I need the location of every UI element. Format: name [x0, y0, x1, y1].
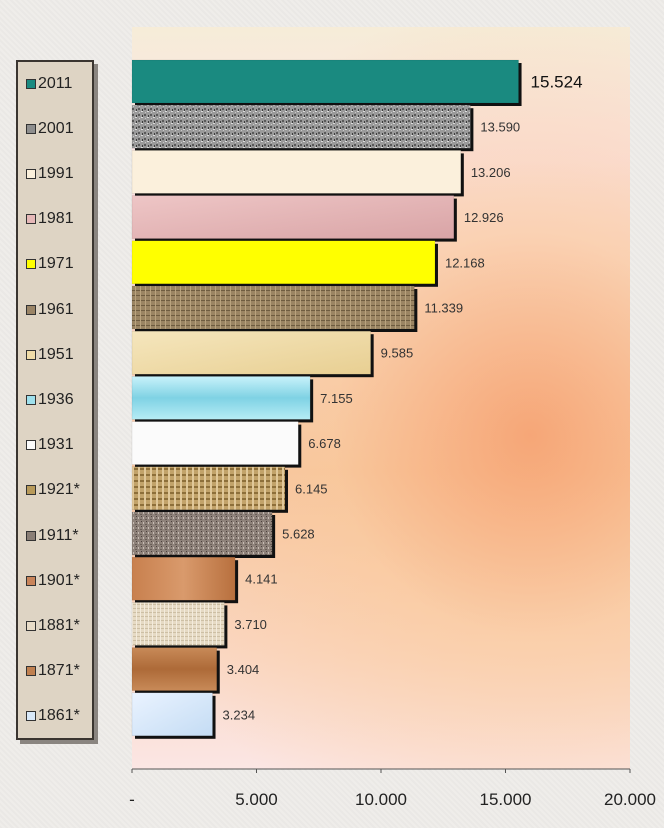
legend-label: 1921* — [38, 481, 80, 499]
legend-label: 1871* — [38, 662, 80, 680]
bar-1961 — [131, 285, 415, 330]
legend-item: 1936 — [26, 389, 74, 411]
bar-1901-star — [131, 556, 236, 601]
value-label: 3.710 — [234, 617, 267, 632]
legend-item: 1971 — [26, 253, 74, 275]
legend-label: 1881* — [38, 616, 80, 634]
value-label: 5.628 — [282, 527, 315, 542]
legend-item: 2011 — [26, 73, 72, 95]
bar-1991 — [131, 150, 462, 194]
legend-label: 1981 — [38, 210, 74, 228]
legend-swatch — [26, 304, 36, 315]
legend-item: 1981 — [26, 208, 74, 230]
value-labels: 15.524 13.590 13.206 12.926 12.168 11.339 9.58… — [223, 73, 583, 723]
legend-item: 1931 — [26, 434, 74, 456]
bar-1951 — [131, 330, 371, 375]
value-label: 9.585 — [381, 346, 414, 361]
bar-1881-star — [131, 602, 225, 646]
value-label: 6.145 — [295, 481, 328, 496]
legend-swatch — [26, 214, 36, 225]
legend-label: 2001 — [38, 119, 74, 137]
value-label: 11.339 — [424, 301, 463, 316]
bar-1911-star — [131, 511, 273, 556]
legend-swatch — [26, 259, 36, 270]
legend-item: 1871* — [26, 660, 80, 682]
legend-label: 1931 — [38, 436, 74, 454]
legend-swatch — [26, 485, 36, 496]
bar-1861-star — [131, 692, 213, 737]
legend-label: 1861* — [38, 707, 80, 725]
legend-item: 1961 — [26, 299, 74, 321]
legend-label: 1901* — [38, 571, 80, 589]
legend-item: 1991 — [26, 163, 74, 185]
legend-swatch — [26, 666, 36, 677]
legend-swatch — [26, 620, 36, 631]
legend-label: 1971 — [38, 255, 74, 273]
legend-swatch — [26, 168, 36, 179]
bar-1971 — [131, 240, 436, 285]
x-tick-label: 20.000 — [604, 790, 656, 809]
legend-swatch — [26, 349, 36, 360]
legend-swatch — [26, 575, 36, 586]
legend-item: 1911* — [26, 525, 79, 547]
legend-label: 1936 — [38, 390, 74, 408]
legend-item: 1901* — [26, 570, 80, 592]
legend-swatch — [26, 394, 36, 405]
value-label: 6.678 — [308, 436, 341, 451]
x-tick-label: 5.000 — [235, 790, 278, 809]
value-label: 7.155 — [320, 391, 353, 406]
legend-label: 1991 — [38, 164, 74, 182]
bar-1931 — [131, 421, 299, 465]
bar-2001 — [131, 104, 471, 149]
legend-item: 1881* — [26, 615, 80, 637]
value-label: 15.524 — [531, 73, 583, 92]
legend-label: 1951 — [38, 345, 74, 363]
bar-1921-star — [131, 466, 286, 511]
x-axis: - 5.000 10.000 15.000 20.000 — [129, 768, 656, 809]
legend-swatch — [26, 440, 36, 451]
value-label: 3.234 — [223, 707, 256, 722]
legend-label: 1961 — [38, 300, 74, 318]
value-label: 3.404 — [227, 662, 260, 677]
x-tick-label: 10.000 — [355, 790, 407, 809]
legend-swatch — [26, 123, 36, 134]
bar-1871-star — [131, 647, 218, 691]
value-label: 12.926 — [464, 210, 504, 225]
legend-label: 2011 — [38, 74, 73, 92]
legend-item: 1951 — [26, 344, 74, 366]
value-label: 4.141 — [245, 572, 278, 587]
legend-item: 1861* — [26, 705, 80, 727]
x-tick-label: 15.000 — [480, 790, 532, 809]
legend: 2011 2001 1991 1981 1971 1961 1951 1936 1931 1921… — [16, 60, 94, 740]
legend-swatch — [26, 711, 36, 722]
legend-label: 1911* — [38, 526, 79, 544]
legend-swatch — [26, 78, 36, 89]
legend-item: 1921* — [26, 479, 80, 501]
value-label: 13.590 — [480, 120, 520, 135]
bar-2011 — [131, 59, 519, 104]
bar-1981 — [131, 195, 455, 239]
x-tick-label: - — [129, 790, 135, 809]
bars — [131, 59, 522, 739]
bar-1936 — [131, 376, 311, 420]
legend-item: 2001 — [26, 118, 74, 140]
legend-swatch — [26, 530, 36, 541]
value-label: 13.206 — [471, 165, 511, 180]
value-label: 12.168 — [445, 255, 485, 270]
